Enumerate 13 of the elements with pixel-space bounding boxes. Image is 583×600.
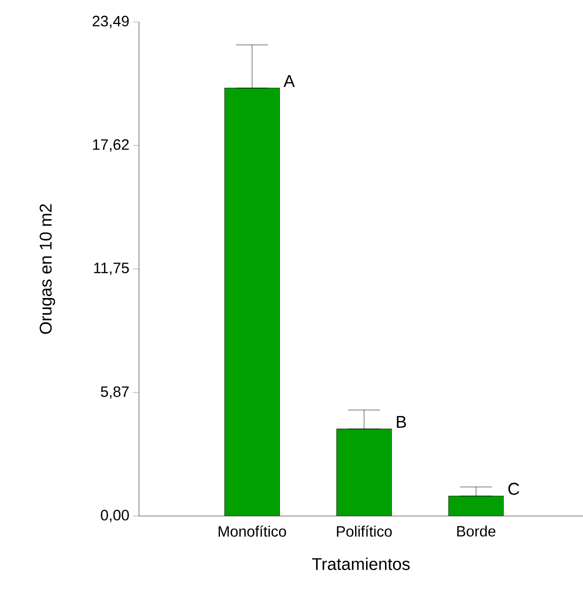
- y-axis-title: Orugas en 10 m2: [40, 204, 55, 334]
- y-tick-label: 23,49: [92, 16, 129, 28]
- y-tick-label: 17,62: [92, 139, 129, 152]
- x-tick-label: Polifítico: [336, 526, 392, 537]
- y-tick-label: 11,75: [94, 262, 129, 276]
- y-tick-label: 5,87: [100, 386, 129, 399]
- x-tick-label: Borde: [457, 526, 496, 537]
- y-tick-label: 0,00: [100, 510, 129, 522]
- annotation: B: [396, 416, 406, 428]
- annotation: A: [283, 75, 295, 87]
- x-tick-label: Monofítico: [218, 526, 286, 537]
- x-axis-title: Tratamientos: [312, 558, 410, 570]
- annotation: C: [508, 482, 520, 495]
